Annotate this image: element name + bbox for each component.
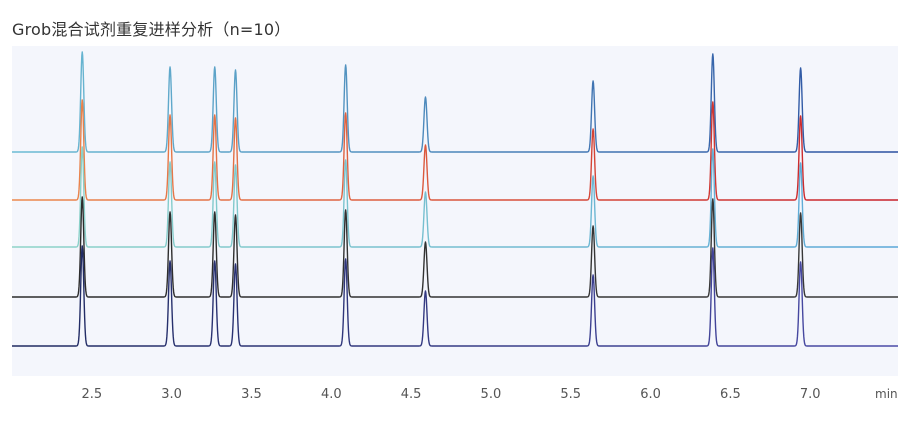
chromatogram-trace-5: [11, 245, 899, 347]
x-tick-label: 4.5: [401, 387, 422, 402]
x-tick-label: 3.0: [161, 387, 182, 402]
x-tick-label: 2.5: [81, 387, 102, 402]
chart-title: Grob混合试剂重复进样分析（n=10）: [12, 20, 291, 39]
plot-area: [12, 46, 898, 376]
chromatogram-trace-1: [11, 51, 899, 153]
chromatogram-trace-3: [11, 146, 899, 248]
x-tick-label: 3.5: [241, 387, 262, 402]
x-axis-ticks: 2.5 3.0 3.5 4.0 4.5 5.0 5.5 6.0 6.5 7.0: [81, 387, 820, 402]
x-axis-unit-label: min: [875, 387, 898, 401]
x-tick-label: 6.0: [640, 387, 661, 402]
chromatogram-trace-4: [11, 196, 899, 298]
chromatogram-trace-2: [11, 99, 899, 201]
x-tick-label: 7.0: [800, 387, 821, 402]
x-tick-label: 5.0: [481, 387, 502, 402]
x-tick-label: 5.5: [560, 387, 581, 402]
x-tick-label: 4.0: [321, 387, 342, 402]
x-tick-label: 6.5: [720, 387, 741, 402]
series-layer: [11, 51, 899, 347]
